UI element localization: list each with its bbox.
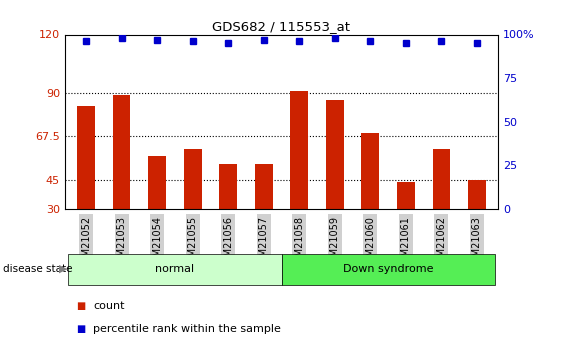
Bar (113, 95, 131, 209)
Text: ■: ■ (76, 301, 85, 311)
Text: normal: normal (155, 264, 194, 274)
Bar (361, 133, 379, 209)
Bar (77, 106, 95, 209)
Bar (148, 156, 166, 209)
Bar (68, 254, 282, 285)
Bar (432, 149, 450, 209)
Bar (220, 164, 237, 209)
Bar (184, 149, 202, 209)
Bar (255, 164, 272, 209)
Text: ▶: ▶ (59, 264, 67, 274)
Text: Down syndrome: Down syndrome (343, 264, 434, 274)
Text: disease state: disease state (3, 264, 72, 274)
Bar (291, 91, 308, 209)
Bar (326, 100, 343, 209)
Text: percentile rank within the sample: percentile rank within the sample (93, 324, 281, 334)
Bar (282, 254, 495, 285)
Bar (397, 181, 415, 209)
Bar (468, 180, 486, 209)
Title: GDS682 / 115553_at: GDS682 / 115553_at (212, 20, 351, 33)
Text: count: count (93, 301, 124, 311)
Text: ■: ■ (76, 324, 85, 334)
